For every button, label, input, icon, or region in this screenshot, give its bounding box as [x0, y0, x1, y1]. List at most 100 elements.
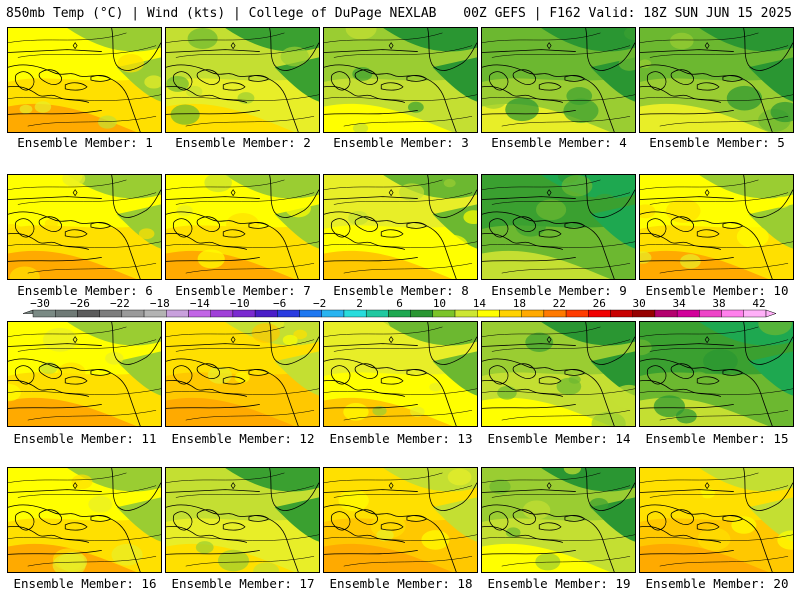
legend-swatch — [588, 309, 611, 318]
temperature-field — [640, 175, 793, 279]
ensemble-member-label: Ensemble Member: 15 — [645, 431, 789, 446]
ensemble-member-map — [639, 27, 794, 133]
ensemble-member-label: Ensemble Member: 19 — [487, 576, 631, 591]
ensemble-member-map — [7, 27, 162, 133]
temperature-field — [166, 28, 319, 132]
ensemble-member-label: Ensemble Member: 11 — [13, 431, 157, 446]
legend-swatch — [254, 309, 278, 318]
legend-tick-label: 6 — [396, 297, 403, 310]
legend-swatch — [632, 309, 656, 318]
ensemble-member-map — [165, 27, 320, 133]
ensemble-member-label: Ensemble Member: 4 — [491, 135, 627, 150]
legend-arrow-left — [22, 309, 34, 314]
legend-swatch — [654, 309, 678, 318]
legend-swatch — [477, 309, 500, 318]
temperature-field — [482, 28, 635, 132]
ensemble-member-map — [481, 321, 636, 427]
legend-tick-label: −26 — [70, 297, 90, 310]
legend-tick-label: −10 — [230, 297, 250, 310]
legend-tick-label: −22 — [110, 297, 130, 310]
legend-tick-label: 38 — [712, 297, 725, 310]
ensemble-member-label: Ensemble Member: 13 — [329, 431, 473, 446]
legend-swatch — [610, 309, 633, 318]
ensemble-member-label: Ensemble Member: 17 — [171, 576, 315, 591]
legend-swatch — [299, 309, 322, 318]
ensemble-member-map — [639, 174, 794, 280]
ensemble-member-label: Ensemble Member: 10 — [645, 283, 789, 298]
legend-swatch — [321, 309, 345, 318]
temperature-field — [640, 468, 793, 572]
temperature-field — [8, 322, 161, 426]
legend-arrow-right — [765, 309, 777, 318]
ensemble-member-map — [165, 467, 320, 573]
temperature-field — [8, 468, 161, 572]
ensemble-member-label: Ensemble Member: 20 — [645, 576, 789, 591]
temperature-field — [324, 175, 477, 279]
ensemble-member-label: Ensemble Member: 5 — [649, 135, 785, 150]
legend-tick-label: 34 — [672, 297, 686, 310]
ensemble-member-label: Ensemble Member: 3 — [333, 135, 469, 150]
temperature-field — [166, 322, 319, 426]
ensemble-member-label: Ensemble Member: 8 — [333, 283, 469, 298]
legend-swatch — [166, 309, 189, 318]
ensemble-member-map — [639, 321, 794, 427]
temperature-field — [166, 468, 319, 572]
legend-swatch — [721, 309, 744, 318]
temperature-field — [324, 28, 477, 132]
legend-swatch — [210, 309, 234, 318]
legend-swatch — [499, 309, 522, 318]
temperature-field — [482, 175, 635, 279]
legend-swatch — [410, 309, 434, 318]
ensemble-member-map — [165, 174, 320, 280]
temperature-field — [324, 322, 477, 426]
legend-tick-label: 22 — [553, 297, 566, 310]
ensemble-member-map — [639, 467, 794, 573]
legend-tick-label: 18 — [513, 297, 526, 310]
legend-swatch — [454, 309, 478, 318]
ensemble-member-map — [481, 467, 636, 573]
legend-swatch — [432, 309, 456, 318]
ensemble-member-map — [7, 321, 162, 427]
legend-swatch — [277, 309, 300, 318]
temperature-field — [482, 322, 635, 426]
legend-swatch — [32, 309, 56, 318]
legend-swatch — [543, 309, 567, 318]
ensemble-member-map — [481, 27, 636, 133]
legend-swatch — [743, 309, 767, 318]
ensemble-member-map — [323, 174, 478, 280]
legend-tick-label: 2 — [356, 297, 363, 310]
legend-swatch — [55, 309, 78, 318]
ensemble-member-label: Ensemble Member: 18 — [329, 576, 473, 591]
legend-tick-label: −30 — [30, 297, 50, 310]
legend-tick-label: 30 — [633, 297, 646, 310]
ensemble-member-label: Ensemble Member: 7 — [175, 283, 311, 298]
model-run-valid-time: 00Z GEFS | F162 Valid: 18Z SUN JUN 15 20… — [463, 6, 792, 21]
temperature-field — [166, 175, 319, 279]
legend-swatch — [676, 309, 700, 318]
legend-swatch — [388, 309, 411, 318]
ensemble-member-map — [323, 467, 478, 573]
legend-swatch — [365, 309, 389, 318]
temperature-field — [640, 322, 793, 426]
temperature-field — [8, 28, 161, 132]
legend-tick-label: 14 — [473, 297, 487, 310]
ensemble-member-label: Ensemble Member: 1 — [17, 135, 153, 150]
legend-swatch — [343, 309, 367, 318]
ensemble-member-label: Ensemble Member: 12 — [171, 431, 315, 446]
legend-swatch — [99, 309, 123, 318]
legend-tick-label: 42 — [752, 297, 765, 310]
ensemble-member-label: Ensemble Member: 14 — [487, 431, 631, 446]
temperature-field — [324, 468, 477, 572]
legend-tick-label: −18 — [150, 297, 170, 310]
legend-swatch — [699, 309, 722, 318]
ensemble-member-label: Ensemble Member: 16 — [13, 576, 157, 591]
legend-swatch — [565, 309, 589, 318]
ensemble-member-label: Ensemble Member: 2 — [175, 135, 311, 150]
ensemble-member-map — [7, 174, 162, 280]
legend-swatch — [121, 309, 145, 318]
legend-tick-label: 26 — [593, 297, 606, 310]
legend-swatch — [232, 309, 256, 318]
temperature-field — [482, 468, 635, 572]
ensemble-member-map — [481, 174, 636, 280]
temperature-field — [8, 175, 161, 279]
